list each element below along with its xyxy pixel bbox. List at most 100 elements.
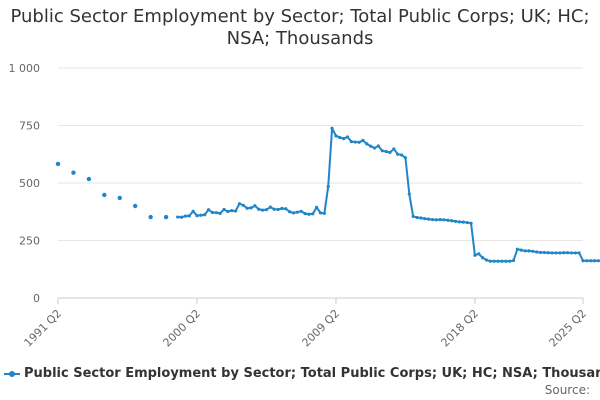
data-point [511,258,516,263]
data-point [589,259,593,263]
data-point [237,202,242,206]
data-point [488,259,492,263]
data-point [365,142,369,146]
data-point [299,209,303,213]
data-point [345,135,350,139]
data-point [542,250,546,255]
data-point [434,218,438,222]
data-point [276,207,280,212]
data-point [249,206,253,210]
data-point [334,134,338,138]
data-point [284,207,288,211]
data-point [163,214,169,220]
data-point [592,259,597,263]
data-point [554,251,558,255]
data-point [353,140,357,144]
data-point [326,184,330,189]
data-point [384,149,388,154]
data-point [253,204,257,208]
data-point [218,211,222,215]
data-point [322,211,326,215]
data-point [357,140,361,144]
data-point [407,192,411,196]
data-point [562,251,566,255]
data-point [222,207,226,212]
x-tick-label: 2009 Q2 [300,307,343,350]
data-point [187,214,191,218]
data-point [233,209,238,213]
legend[interactable]: Public Sector Employment by Sector; Tota… [4,366,600,381]
data-point [461,220,465,224]
data-point [183,214,187,218]
data-point [519,248,523,252]
y-tick-label: 0 [33,292,40,305]
data-point [546,251,550,255]
y-tick-label: 1 000 [9,62,41,75]
data-point [581,259,585,263]
data-point [527,249,531,253]
data-point [318,211,323,215]
data-point [399,153,404,157]
data-point [303,211,307,216]
series-line [177,127,599,263]
data-point [508,259,512,263]
data-point [446,218,450,222]
data-point [454,219,458,224]
legend-label: Public Sector Employment by Sector; Tota… [24,366,600,381]
data-point [415,215,419,220]
data-point [226,209,230,214]
data-point [210,210,215,215]
data-point [504,259,508,263]
data-point [596,259,600,263]
data-point [558,251,562,255]
data-point [492,259,496,263]
data-point [376,144,381,148]
x-tick-label: 1991 Q2 [22,307,65,350]
data-point [195,214,199,218]
data-point [295,210,299,214]
data-point [349,140,353,144]
data-point [585,259,589,263]
data-point [260,208,265,212]
data-point [438,217,442,222]
data-point [230,209,234,213]
data-point [430,217,435,222]
data-point [330,126,334,130]
data-point [442,218,446,222]
y-tick-label: 250 [19,235,40,248]
data-point [496,259,500,263]
data-point [133,203,138,209]
data-point [426,217,431,221]
data-point [241,203,245,207]
data-point [311,212,315,216]
data-point [203,213,207,217]
data-point [550,251,554,255]
data-point [523,249,527,253]
data-point [388,150,392,155]
data-point [264,208,269,212]
data-point [342,137,346,141]
data-point [469,221,473,225]
data-point [515,247,519,251]
data-point [361,138,365,143]
data-point [245,206,249,210]
data-point [531,249,535,253]
data-point [148,214,153,220]
data-point [403,156,408,160]
data-point [280,206,284,211]
data-point [465,220,469,225]
data-point [179,215,184,219]
data-point [573,251,577,255]
data-point [380,149,384,153]
data-point [411,214,415,218]
data-point [473,253,477,257]
y-tick-label: 500 [19,177,40,190]
x-tick-label: 2025 Q2 [547,307,590,350]
data-point [396,152,400,156]
data-point [392,147,396,151]
data-point [481,256,485,260]
data-point [214,211,218,215]
data-point [199,213,203,217]
